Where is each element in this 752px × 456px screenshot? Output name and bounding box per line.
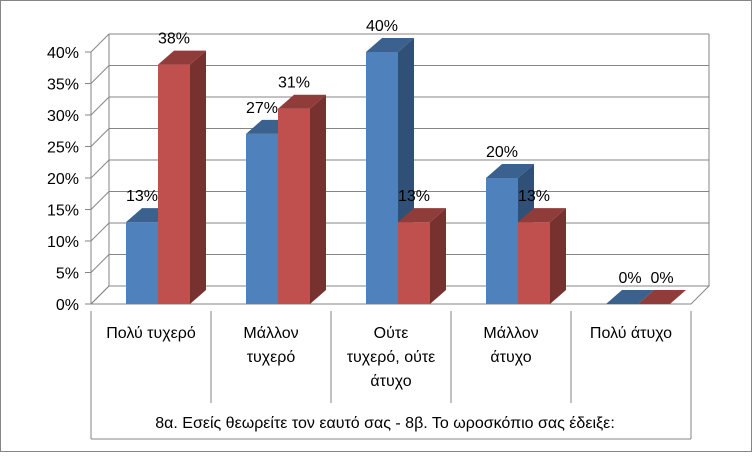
data-label: 38%	[158, 31, 190, 48]
bar-top	[398, 208, 446, 223]
bar	[638, 290, 686, 304]
y-tick-label: 25%	[47, 140, 79, 157]
bar-front	[486, 178, 518, 304]
y-tick-label: 15%	[47, 203, 79, 220]
bar-top	[486, 164, 534, 178]
y-tick-label: 0%	[56, 297, 79, 314]
bar-side	[190, 50, 206, 304]
bar-side	[550, 208, 566, 304]
bar-front	[246, 133, 278, 304]
bar-top	[518, 208, 566, 223]
data-label: 20%	[486, 144, 518, 161]
category-label: άτυχο	[490, 349, 531, 366]
data-label: 27%	[246, 100, 278, 117]
y-tick-label: 5%	[56, 266, 79, 283]
side-gridline	[90, 128, 110, 147]
data-label: 31%	[278, 75, 310, 92]
category-label: τυχερό	[247, 349, 296, 366]
side-gridline	[90, 285, 110, 305]
bar	[398, 208, 446, 304]
bar-front	[278, 108, 310, 304]
category-label: Ούτε	[374, 325, 409, 342]
category-label: Μάλλον	[483, 325, 538, 342]
side-gridline	[90, 65, 110, 84]
side-gridline	[90, 222, 110, 242]
y-tick-label: 35%	[47, 77, 79, 94]
bar-front	[158, 64, 190, 304]
bar	[518, 208, 566, 304]
data-label: 40%	[366, 18, 398, 35]
data-label: 0%	[618, 270, 641, 287]
bar-side	[310, 94, 326, 304]
bar-top	[158, 50, 206, 65]
y-tick-label: 30%	[47, 108, 79, 125]
bar-top	[366, 38, 414, 52]
bar	[158, 50, 206, 304]
side-gridline	[90, 96, 110, 116]
bar-front	[518, 222, 550, 304]
bar-top	[638, 290, 686, 304]
y-axis: 0% 5% 10% 15% 20% 25% 30% 35% 40%	[47, 45, 92, 314]
bar-front	[366, 52, 398, 304]
side-gridline	[90, 191, 110, 210]
data-label: 13%	[518, 188, 550, 205]
data-labels: 13% 27% 40% 20% 0% 38% 31% 13% 13% 0%	[126, 18, 674, 287]
category-label: Πολύ άτυχο	[590, 325, 672, 342]
bar-side	[430, 208, 446, 304]
x-axis-title: 8α. Εσείς θεωρείτε τον εαυτό σας - 8β. Τ…	[155, 415, 615, 432]
y-tick-label: 20%	[47, 171, 79, 188]
data-label: 13%	[398, 188, 430, 205]
side-gridline	[90, 33, 110, 53]
side-gridline	[90, 254, 110, 273]
x-axis-table: Πολύ τυχερό Μάλλον τυχερό Ούτε τυχερό, ούτε ά…	[90, 311, 692, 440]
bars	[126, 38, 686, 305]
category-label: άτυχο	[370, 373, 411, 390]
data-label: 0%	[650, 270, 673, 287]
bar-front	[126, 222, 158, 304]
data-label: 13%	[126, 188, 158, 205]
bar-top	[278, 94, 326, 109]
bar	[278, 94, 326, 304]
category-label: Μάλλον	[243, 325, 298, 342]
category-label: τυχερό, ούτε	[347, 349, 436, 366]
y-tick-label: 40%	[47, 45, 79, 62]
y-tick-label: 10%	[47, 234, 79, 251]
side-gridline	[90, 159, 110, 179]
category-label: Πολύ τυχερό	[106, 325, 196, 342]
bar-front	[398, 222, 430, 304]
